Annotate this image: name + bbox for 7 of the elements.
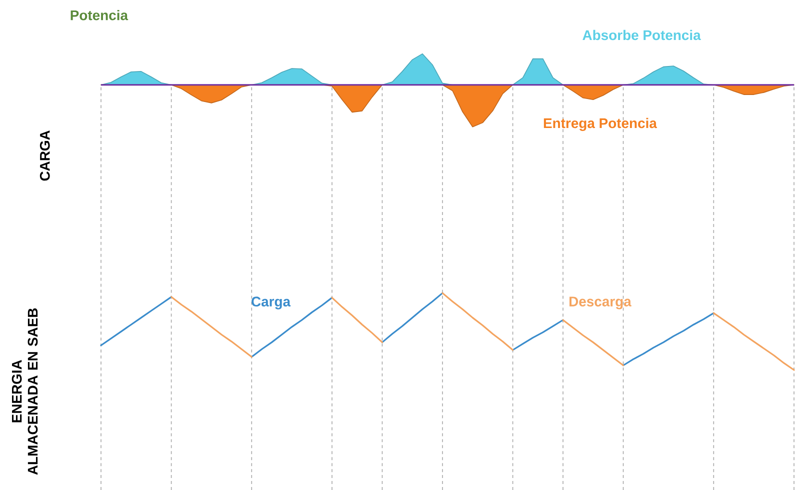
series-label: Entrega Potencia: [544, 118, 658, 131]
text: Absorbe Potencia: [582, 30, 701, 40]
series-label: Carga: [252, 296, 291, 310]
series-label: Descarga: [569, 296, 632, 310]
y-axis-title: CARGA: [40, 130, 50, 181]
y-axis-title: ENERGIA ALMACENADA EN SAEB: [12, 308, 38, 475]
chart-title: Potencia: [70, 10, 128, 20]
